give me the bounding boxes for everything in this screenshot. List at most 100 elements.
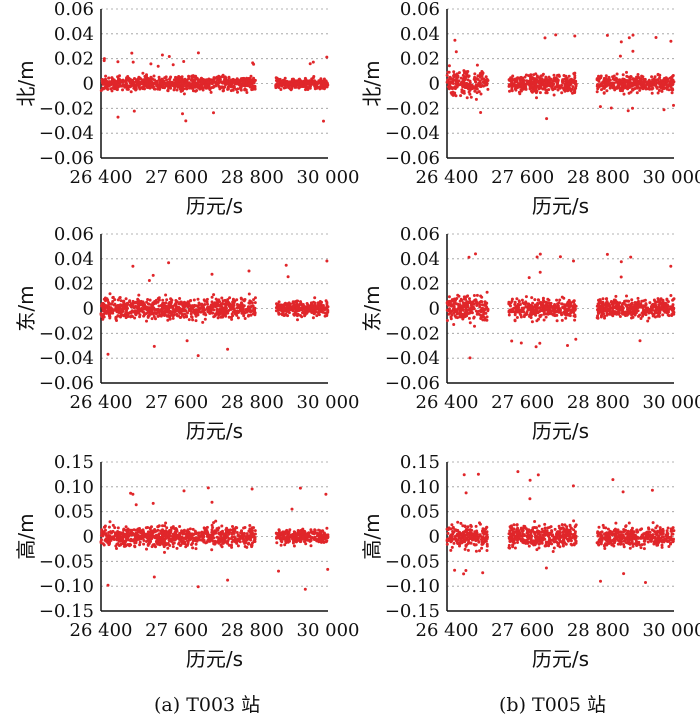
data-point — [553, 304, 557, 308]
y-axis-label: 高/m — [14, 513, 38, 559]
data-point — [230, 317, 234, 321]
data-point — [192, 298, 196, 302]
data-point — [644, 87, 648, 91]
data-point — [604, 304, 608, 308]
data-point — [456, 316, 459, 320]
data-point — [239, 87, 243, 91]
data-point — [137, 306, 140, 309]
data-point — [452, 311, 456, 315]
data-point — [294, 303, 298, 307]
data-point — [99, 534, 103, 537]
data-point — [531, 301, 535, 305]
data-point — [542, 318, 546, 322]
data-point — [235, 82, 239, 85]
data-point — [202, 310, 206, 314]
data-point — [449, 299, 453, 303]
series-points — [445, 33, 676, 121]
data-point — [114, 316, 118, 320]
data-point — [253, 78, 257, 82]
data-point — [199, 538, 203, 542]
data-point — [304, 82, 308, 86]
y-tick-label: −0.02 — [385, 323, 440, 344]
data-point — [452, 70, 456, 74]
data-point — [531, 312, 534, 316]
data-point — [284, 309, 287, 313]
data-point — [306, 85, 310, 89]
data-point — [661, 301, 665, 305]
data-point — [154, 312, 158, 316]
data-point — [242, 80, 246, 84]
data-point — [156, 87, 160, 91]
data-point — [116, 526, 120, 530]
data-point — [484, 311, 488, 315]
data-point — [608, 78, 612, 82]
data-point — [479, 294, 483, 298]
data-point — [134, 300, 138, 304]
data-point — [133, 316, 137, 320]
data-point — [518, 303, 522, 306]
data-point — [148, 84, 152, 88]
data-point — [605, 313, 609, 317]
data-point — [106, 534, 110, 538]
data-point — [111, 78, 114, 82]
data-point — [253, 296, 257, 300]
data-point — [554, 33, 558, 37]
data-point — [217, 81, 221, 85]
data-point — [101, 86, 105, 90]
data-point — [226, 347, 230, 351]
x-tick-label: 26 400 — [416, 392, 479, 413]
data-point — [128, 544, 131, 548]
data-point — [555, 298, 559, 302]
y-tick-label: 0.04 — [400, 249, 440, 270]
data-point — [672, 306, 676, 310]
data-point — [661, 298, 665, 302]
x-axis-label: 历元/s — [532, 194, 589, 218]
data-point — [474, 83, 478, 87]
data-point — [236, 539, 240, 543]
data-point — [287, 311, 291, 315]
data-point — [195, 531, 199, 535]
data-point — [325, 313, 329, 317]
data-point — [650, 83, 654, 87]
data-point — [235, 303, 239, 306]
data-point — [560, 302, 564, 306]
data-point — [230, 315, 233, 319]
data-point — [107, 303, 111, 306]
data-point — [156, 84, 160, 88]
data-point — [240, 307, 244, 310]
data-point — [606, 309, 610, 313]
data-point — [163, 76, 167, 80]
data-point — [243, 526, 247, 529]
data-point — [104, 309, 108, 313]
data-point — [314, 309, 317, 313]
data-point — [451, 77, 454, 81]
data-point — [648, 301, 652, 305]
data-point — [539, 85, 543, 89]
data-point — [210, 307, 214, 310]
data-point — [604, 297, 608, 301]
data-point — [299, 82, 303, 86]
data-point — [666, 300, 670, 304]
data-point — [118, 308, 122, 311]
data-point — [250, 304, 254, 308]
data-point — [629, 255, 633, 259]
data-point — [138, 315, 142, 319]
data-point — [653, 302, 657, 306]
data-point — [568, 308, 572, 312]
data-point — [119, 304, 122, 308]
data-point — [133, 305, 137, 309]
data-point — [127, 85, 130, 89]
data-point — [459, 76, 463, 80]
data-point — [177, 82, 181, 86]
data-point — [156, 64, 160, 68]
data-point — [126, 315, 130, 318]
data-point — [317, 313, 321, 317]
data-point — [216, 316, 220, 320]
data-point — [543, 83, 547, 87]
data-point — [182, 82, 186, 86]
data-point — [644, 307, 648, 311]
data-point — [508, 309, 512, 313]
x-tick-label: 30 000 — [643, 392, 700, 413]
data-point — [573, 76, 577, 80]
data-point — [141, 78, 145, 82]
